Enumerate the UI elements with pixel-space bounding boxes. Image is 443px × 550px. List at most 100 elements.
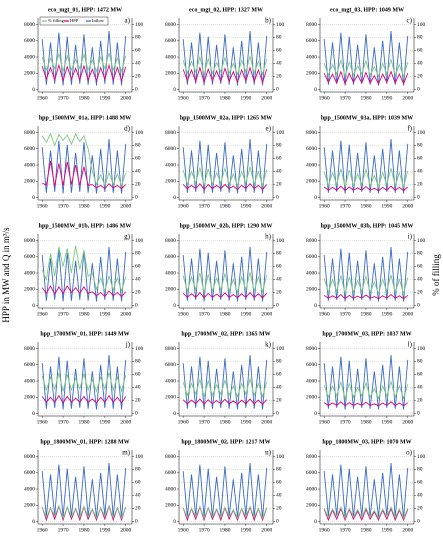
y2-tick-label: 0 [417, 303, 420, 309]
x-tick-label: 1970 [340, 203, 351, 209]
series-line [323, 379, 409, 401]
y-tick-label: 0 [173, 411, 176, 417]
panel-title: hpp_1800MW_02, HPP: 1217 MW [181, 439, 270, 445]
x-tick-label: 2000 [261, 419, 272, 425]
y-tick-label: 2000 [306, 179, 317, 185]
x-tick-label: 1960 [319, 419, 330, 425]
panel-label: h) [265, 233, 272, 241]
y2-tick-label: 40 [417, 169, 423, 175]
series-line [41, 394, 127, 404]
x-tick-label: 1970 [199, 95, 210, 101]
x-tick-label: 1970 [58, 95, 69, 101]
y-tick-label: 8000 [165, 238, 176, 244]
x-tick-label: 1990 [240, 203, 251, 209]
series-line [41, 138, 127, 194]
x-tick-label: 1970 [199, 203, 210, 209]
x-tick-label: 1980 [360, 311, 371, 317]
series-line [323, 185, 409, 192]
x-tick-label: 1960 [319, 203, 330, 209]
series-line [182, 377, 268, 399]
y-tick-label: 4000 [165, 162, 176, 168]
panel-label: e) [266, 125, 272, 133]
y-tick-label: 6000 [306, 146, 317, 152]
panel-label: k) [265, 341, 272, 349]
x-tick-label: 1970 [58, 311, 69, 317]
y-tick-label: 4000 [24, 270, 35, 276]
x-tick-label: 1990 [99, 311, 110, 317]
y2-tick-label: 20 [276, 290, 282, 296]
y2-tick-label: 100 [135, 346, 144, 352]
series-line [323, 167, 409, 189]
y2-tick-label: 0 [135, 303, 138, 309]
y2-tick-label: 20 [417, 506, 423, 512]
y-tick-label: 6000 [306, 38, 317, 44]
y2-tick-label: 100 [417, 22, 426, 28]
y2-tick-label: 0 [135, 411, 138, 417]
y-tick-label: 0 [32, 411, 35, 417]
y2-tick-label: 0 [135, 519, 138, 525]
panel-label: i) [408, 233, 413, 241]
y-tick-label: 0 [314, 87, 317, 93]
panel-label: d) [124, 125, 131, 133]
x-tick-label: 1990 [99, 203, 110, 209]
y-tick-label: 4000 [165, 378, 176, 384]
y-axis-label: HPP in MW and Q in m³/s [1, 227, 11, 323]
y2-tick-label: 80 [417, 359, 423, 365]
y2-tick-label: 100 [276, 238, 285, 244]
series-line [182, 291, 268, 299]
y-tick-label: 4000 [306, 162, 317, 168]
x-tick-label: 1960 [37, 311, 48, 317]
y2-tick-label: 100 [135, 130, 144, 136]
y-tick-label: 4000 [306, 270, 317, 276]
x-tick-label: 1970 [199, 419, 210, 425]
x-tick-label: 2000 [261, 311, 272, 317]
x-tick-label: 1980 [78, 527, 89, 533]
y-tick-label: 2000 [306, 71, 317, 77]
y2-tick-label: 80 [276, 251, 282, 257]
y2-tick-label: 60 [417, 156, 423, 162]
y-tick-label: 8000 [24, 130, 35, 136]
panel-label: c) [407, 17, 413, 25]
series-line [41, 285, 127, 298]
panel-title: hpp_1700MW_02, HPP: 1365 MW [181, 331, 270, 337]
panel-title: hpp_1500MW_02a, HPP: 1265 MW [180, 115, 272, 121]
y2-tick-label: 60 [417, 48, 423, 54]
x-tick-label: 1990 [240, 311, 251, 317]
panel-label: a) [125, 17, 131, 25]
y-tick-label: 6000 [306, 470, 317, 476]
y-tick-label: 8000 [24, 346, 35, 352]
series-line [182, 272, 268, 295]
x-tick-label: 1960 [37, 419, 48, 425]
x-tick-label: 1970 [340, 311, 351, 317]
x-tick-label: 2000 [261, 527, 272, 533]
series-line [41, 504, 127, 520]
x-tick-label: 1980 [219, 311, 230, 317]
y2-tick-label: 0 [276, 195, 279, 201]
x-tick-label: 1990 [240, 419, 251, 425]
y2-tick-label: 40 [276, 385, 282, 391]
y-tick-label: 4000 [24, 54, 35, 60]
x-tick-label: 1980 [78, 419, 89, 425]
y2-tick-label: 40 [276, 61, 282, 67]
y2-tick-label: 0 [417, 195, 420, 201]
x-tick-label: 2000 [120, 95, 131, 101]
y2-tick-label: 100 [417, 454, 426, 460]
y2-tick-label: 20 [276, 182, 282, 188]
panel-label: o) [406, 449, 413, 457]
series-line [182, 66, 268, 84]
x-tick-label: 1970 [58, 203, 69, 209]
y-tick-label: 4000 [165, 270, 176, 276]
series-line [41, 63, 127, 83]
series-line [41, 160, 127, 190]
series-line [323, 505, 409, 520]
series-line [182, 398, 268, 405]
y-tick-label: 6000 [306, 362, 317, 368]
panel-label: n) [265, 449, 272, 457]
panel-title: hpp_1500MW_01b, HPP: 1486 MW [39, 223, 132, 229]
x-tick-label: 1960 [178, 95, 189, 101]
legend-label: HPP [70, 18, 79, 23]
panel-title: hpp_1700MW_03, HPP: 1037 MW [322, 331, 411, 337]
y-tick-label: 6000 [165, 38, 176, 44]
y-tick-label: 6000 [24, 38, 35, 44]
y2-tick-label: 60 [135, 48, 141, 54]
